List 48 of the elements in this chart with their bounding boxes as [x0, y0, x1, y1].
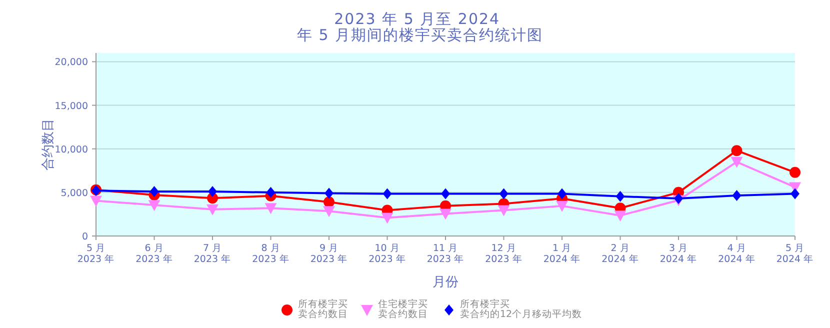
point [730, 156, 743, 168]
x-tick-label: 3 月 2024 年 [660, 243, 698, 265]
point [266, 186, 276, 198]
point [790, 188, 800, 200]
point [440, 208, 452, 220]
point [206, 204, 218, 216]
point [382, 188, 392, 200]
point [556, 200, 568, 212]
y-tick-label: 5,000 [60, 188, 88, 199]
point [616, 190, 625, 202]
x-tick-label: 4 月 2024 年 [718, 243, 756, 265]
point [148, 200, 160, 212]
x-tick-label: 5 月 2024 年 [776, 243, 814, 265]
point [381, 212, 394, 224]
x-tick-label: 10 月 2023 年 [368, 243, 406, 265]
point [90, 196, 102, 207]
point [324, 188, 334, 199]
point [150, 186, 159, 198]
chart-title: 2023 年 5 月至 2024 年 5 月期间的楼宇买卖合约统计图 [296, 10, 544, 44]
point [441, 188, 450, 200]
y-tick-label: 0 [82, 232, 88, 242]
y-axis-title: 合约数目 [41, 118, 56, 170]
x-tick-label: 11 月 2023 年 [426, 243, 464, 265]
point [323, 206, 335, 218]
point [614, 210, 626, 222]
point [558, 188, 566, 200]
x-tick-label: 7 月 2023 年 [194, 243, 232, 265]
x-tick-label: 5 月 2023 年 [77, 243, 115, 265]
x-tick-label: 6 月 2023 年 [136, 243, 173, 265]
x-tick-label: 1 月 2024 年 [543, 243, 581, 265]
y-tick-label: 10,000 [54, 144, 88, 156]
legend-label: 所有楼宇买卖合约的12个月移动平均数 [460, 298, 582, 320]
legend-label: 所有楼宇买卖合约数目 [298, 298, 348, 320]
point [208, 186, 217, 198]
legend-label: 住宅楼宇买卖合约数目 [378, 298, 428, 320]
x-tick-label: 2 月 2024 年 [602, 243, 639, 265]
point [264, 203, 277, 214]
x-axis-title: 月份 [432, 275, 458, 290]
x-tick-label: 8 月 2023 年 [252, 243, 290, 265]
point [499, 188, 508, 200]
point [732, 190, 742, 201]
y-tick-label: 20,000 [54, 57, 88, 68]
x-tick-label: 9 月 2023 年 [310, 243, 348, 265]
point [731, 145, 742, 156]
point [790, 166, 800, 178]
y-tick-label: 15,000 [54, 100, 88, 112]
point [498, 205, 510, 216]
x-tick-label: 12 月 2023 年 [485, 243, 522, 265]
